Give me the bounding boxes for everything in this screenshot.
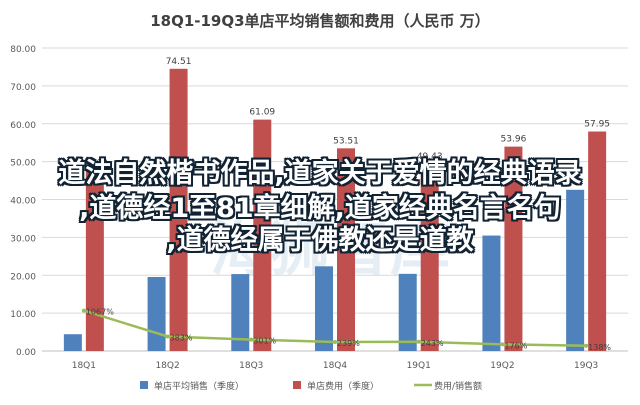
bar bbox=[420, 163, 439, 351]
y-tick-labels: 0.00 10.00 20.00 30.00 40.00 50.00 60.00 70.00 8… bbox=[10, 45, 36, 358]
ratio-point bbox=[333, 339, 337, 344]
bar bbox=[85, 170, 104, 351]
grid bbox=[42, 47, 628, 352]
legend-swatch bbox=[140, 381, 148, 389]
bar-value-label: 49.43 bbox=[417, 152, 443, 162]
ratio-label: 301% bbox=[253, 337, 276, 346]
ratio-label: 239% bbox=[337, 339, 360, 348]
legend-label: 费用/销售额 bbox=[434, 380, 482, 392]
y-tick-label: 40.00 bbox=[10, 197, 36, 207]
y-tick-label: 10.00 bbox=[10, 310, 36, 320]
bar-value-label: 74.51 bbox=[166, 57, 192, 67]
ratio-label: 1067% bbox=[86, 308, 114, 317]
ratio-label: 176% bbox=[504, 341, 527, 350]
y-tick-label: 30.00 bbox=[10, 234, 36, 244]
x-tick-label: 19Q3 bbox=[574, 361, 598, 371]
bars bbox=[63, 68, 607, 352]
bar bbox=[504, 146, 523, 351]
bar bbox=[315, 266, 333, 351]
bar bbox=[147, 276, 166, 351]
ratio-point bbox=[584, 343, 589, 348]
x-tick-label: 18Q1 bbox=[72, 361, 96, 371]
x-tick-label: 18Q2 bbox=[155, 361, 179, 371]
ratio-label: 243% bbox=[421, 339, 444, 348]
bar-value-label: 53.51 bbox=[333, 136, 359, 146]
y-tick-label: 20.00 bbox=[10, 272, 36, 282]
bar bbox=[253, 119, 272, 351]
bar bbox=[169, 68, 188, 352]
ratio-label: 138% bbox=[588, 343, 611, 352]
ratio-label: 383% bbox=[170, 333, 193, 342]
x-tick-labels: 18Q1 18Q2 18Q3 18Q4 19Q1 19Q2 19Q3 bbox=[72, 361, 599, 371]
legend: 单店平均销售（季度） 单店费用（季度） 费用/销售额 bbox=[140, 380, 482, 392]
bar bbox=[588, 131, 607, 351]
bar bbox=[566, 189, 585, 351]
legend-label: 单店费用（季度） bbox=[307, 380, 379, 392]
bar-value-label: 47.63 bbox=[82, 159, 108, 169]
ratio-point bbox=[500, 342, 505, 347]
legend-swatch bbox=[293, 381, 301, 389]
y-tick-label: 70.00 bbox=[10, 83, 36, 93]
bar bbox=[398, 273, 417, 351]
ratio-point bbox=[81, 308, 86, 313]
y-tick-label: 80.00 bbox=[10, 45, 36, 55]
x-tick-label: 18Q3 bbox=[239, 361, 263, 371]
bar bbox=[482, 235, 501, 351]
ratio-point bbox=[416, 339, 421, 344]
bar-value-label: 61.09 bbox=[249, 108, 275, 118]
legend-label: 单店平均销售（季度） bbox=[154, 380, 244, 392]
bar-value-label: 53.96 bbox=[501, 135, 527, 145]
bar bbox=[63, 334, 82, 351]
x-tick-label: 19Q1 bbox=[407, 361, 431, 371]
ratio-line-series: 1067% 383% 301% 239% 243% 176% 138% bbox=[81, 308, 611, 352]
y-tick-label: 50.00 bbox=[10, 159, 36, 169]
bar-value-labels: 47.63 74.51 61.09 53.51 49.43 53.96 57.95 bbox=[82, 57, 610, 169]
x-tick-label: 18Q4 bbox=[323, 361, 348, 371]
bar-value-label: 57.95 bbox=[584, 120, 610, 130]
chart-title: 18Q1-19Q3单店平均销售额和费用（人民币 万） bbox=[150, 12, 490, 30]
ratio-point bbox=[249, 337, 254, 342]
bar bbox=[337, 148, 355, 351]
x-tick-label: 19Q2 bbox=[490, 361, 514, 371]
bar bbox=[231, 274, 250, 351]
y-tick-label: 60.00 bbox=[10, 121, 36, 131]
y-tick-label: 0.00 bbox=[16, 348, 36, 358]
ratio-point bbox=[165, 334, 170, 339]
